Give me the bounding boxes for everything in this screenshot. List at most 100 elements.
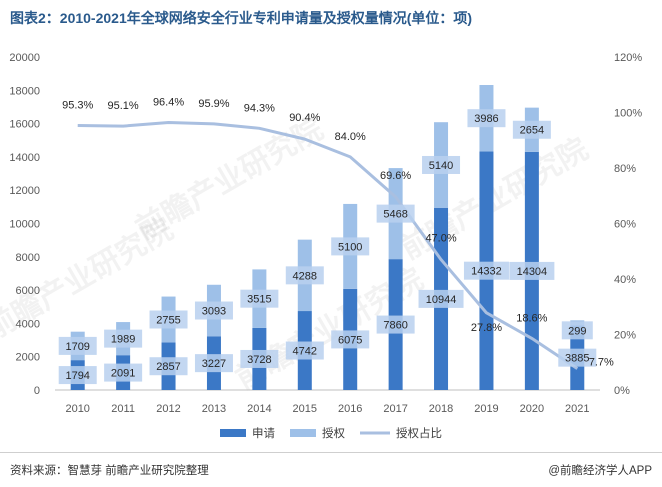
- bar-grant-label: 2654: [520, 125, 544, 137]
- bar-apply-label: 3728: [247, 354, 271, 366]
- x-tick-label: 2017: [383, 403, 407, 415]
- y-left-tick-label: 14000: [9, 152, 40, 164]
- legend-swatch-apply: [220, 429, 246, 437]
- bar-grant-label-box: [149, 310, 188, 329]
- bar-grant-label-box: [422, 155, 461, 174]
- x-tick-label: 2015: [293, 403, 317, 415]
- rate-label: 18.6%: [516, 312, 547, 324]
- x-tick-label: 2020: [520, 403, 544, 415]
- bar-apply-label: 3227: [202, 358, 226, 370]
- rate-label: 95.9%: [198, 98, 229, 110]
- rate-label: 84.0%: [335, 131, 366, 143]
- rate-line: [77, 120, 579, 370]
- y-right-tick-label: 120%: [614, 52, 642, 64]
- y-left-tick-label: 8000: [16, 252, 40, 264]
- bar-apply-label-box: [194, 354, 233, 373]
- bar-grant-label: 5100: [338, 241, 362, 253]
- rate-label: 94.3%: [244, 102, 275, 114]
- bar-apply-label: 14332: [471, 266, 502, 278]
- legend-label-rate: 授权占比: [396, 426, 442, 440]
- bar-grant-label: 3515: [247, 294, 271, 306]
- bar-grant-label-box: [512, 120, 551, 139]
- x-tick-label: 2014: [247, 403, 271, 415]
- rate-label: 27.8%: [471, 322, 502, 334]
- y-right-tick-label: 20%: [614, 330, 636, 342]
- bar-apply-label-box: [240, 349, 279, 368]
- bar-apply-label: 3885: [565, 353, 589, 365]
- rate-label: 95.1%: [108, 100, 139, 112]
- bar-apply-label: 2091: [111, 368, 135, 380]
- bar-apply-label-box: [509, 261, 555, 280]
- bar-apply-label: 1794: [65, 370, 89, 382]
- bar-apply-label-box: [285, 341, 324, 360]
- bar-apply-label: 2857: [156, 361, 180, 373]
- rate-label: 96.4%: [153, 96, 184, 108]
- bar-grant-label: 3093: [202, 306, 226, 318]
- legend-swatch-grant: [290, 429, 316, 437]
- bar-apply-label: 14304: [517, 266, 548, 278]
- x-tick-label: 2010: [65, 403, 89, 415]
- legend-label-apply: 申请: [252, 427, 275, 440]
- bar-apply-label-box: [104, 363, 143, 382]
- legend-label-grant: 授权: [322, 426, 345, 440]
- rate-label: 90.4%: [289, 112, 320, 124]
- bar-apply-label-box: [558, 348, 597, 367]
- bar-grant-label-box: [104, 329, 143, 348]
- bar-grant-label: 5468: [383, 209, 407, 221]
- rate-label: 47.0%: [425, 233, 456, 245]
- bar-apply-label-box: [463, 261, 509, 280]
- rate-label: 7.7%: [589, 357, 614, 369]
- y-right-tick-label: 100%: [614, 108, 642, 120]
- y-left-tick-label: 18000: [9, 85, 40, 97]
- bar-grant-label-box: [58, 336, 97, 355]
- bar-apply-label-box: [376, 315, 415, 334]
- x-tick-label: 2019: [474, 403, 498, 415]
- bar-apply-label-box: [149, 357, 188, 376]
- x-tick-label: 2018: [429, 403, 453, 415]
- y-right-tick-label: 80%: [614, 163, 636, 175]
- bar-grant-label: 2755: [156, 314, 180, 326]
- rate-label: 95.3%: [62, 100, 93, 112]
- bar-apply-label-box: [418, 289, 464, 308]
- x-tick-label: 2012: [156, 403, 180, 415]
- source-note: 资料来源：智慧芽 前瞻产业研究院整理: [10, 465, 209, 477]
- bar-apply-label: 4742: [293, 346, 317, 358]
- bar-grant-label: 5140: [429, 160, 453, 172]
- bar-grant-label-box: [240, 289, 279, 308]
- bar-grant-label-box: [194, 301, 233, 320]
- bar-grant-label-box: [376, 204, 415, 223]
- bar-grant-label-box: [331, 237, 370, 256]
- bar-grant-label: 3986: [474, 113, 498, 125]
- x-tick-label: 2016: [338, 403, 362, 415]
- bar-grant-label: 299: [568, 325, 586, 337]
- y-left-tick-label: 12000: [9, 185, 40, 197]
- watermark-text: 前瞻产业研究院: [395, 132, 594, 267]
- bar-apply-label: 10944: [426, 294, 457, 306]
- y-left-tick-label: 16000: [9, 119, 40, 131]
- rate-label: 69.6%: [380, 170, 411, 182]
- bar-grant-label: 1989: [111, 334, 135, 346]
- bar-grant-label-box: [285, 266, 324, 285]
- y-left-tick-label: 6000: [16, 285, 40, 297]
- bar-apply-label-box: [331, 330, 370, 349]
- x-tick-label: 2021: [565, 403, 589, 415]
- y-left-tick-label: 20000: [9, 52, 40, 64]
- bar-grant-label: 1709: [65, 341, 89, 353]
- bar-apply-label-box: [58, 366, 97, 385]
- y-left-tick-label: 10000: [9, 219, 40, 231]
- bar-apply-label: 7860: [383, 320, 407, 332]
- credit-note: @前瞻经济学人APP: [548, 465, 652, 477]
- bar-grant-label: 4288: [293, 270, 317, 282]
- bar-grant-label-box: [561, 321, 593, 340]
- y-left-tick-label: 2000: [16, 352, 40, 364]
- y-left-tick-label: 4000: [16, 318, 40, 330]
- x-tick-label: 2011: [111, 403, 135, 415]
- x-tick-label: 2013: [202, 403, 226, 415]
- chart-title: 图表2：2010-2021年全球网络安全行业专利申请量及授权量情况(单位：项): [10, 10, 473, 26]
- y-right-tick-label: 40%: [614, 274, 636, 286]
- bar-grant-label-box: [467, 109, 506, 128]
- y-right-tick-label: 0%: [614, 385, 630, 397]
- footer: 资料来源：智慧芽 前瞻产业研究院整理 @前瞻经济学人APP: [0, 452, 662, 487]
